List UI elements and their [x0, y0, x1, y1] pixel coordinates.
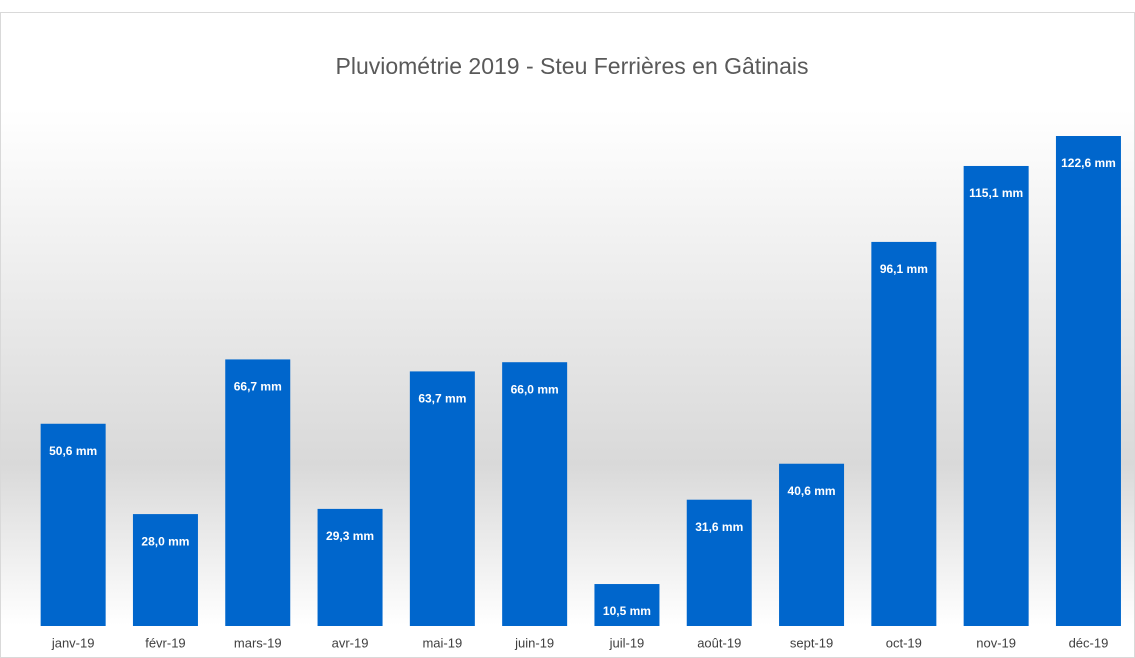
- bar: [686, 499, 752, 626]
- data-label: 40,6 mm: [788, 484, 836, 498]
- data-label: 63,7 mm: [418, 392, 466, 406]
- x-tick-label: mars-19: [234, 635, 282, 650]
- x-tick-label: avr-19: [332, 635, 369, 650]
- x-tick-label: nov-19: [976, 635, 1016, 650]
- bar: [871, 241, 937, 626]
- x-tick-label: sept-19: [790, 635, 833, 650]
- x-tick-label: mai-19: [422, 635, 462, 650]
- x-tick-label: août-19: [697, 635, 741, 650]
- data-label: 96,1 mm: [880, 262, 928, 276]
- data-label: 66,0 mm: [511, 382, 559, 396]
- data-label: 66,7 mm: [234, 380, 282, 394]
- bar: [594, 584, 660, 626]
- data-label: 122,6 mm: [1061, 156, 1116, 170]
- bar: [502, 362, 568, 626]
- x-tick-label: janv-19: [51, 635, 95, 650]
- bar: [317, 508, 383, 626]
- x-tick-label: juin-19: [514, 635, 554, 650]
- data-label: 10,5 mm: [603, 604, 651, 618]
- data-label: 31,6 mm: [695, 520, 743, 534]
- bar: [225, 359, 291, 626]
- chart-title: Pluviométrie 2019 - Steu Ferrières en Gâ…: [336, 53, 809, 79]
- bar: [779, 463, 845, 626]
- bar: [132, 514, 198, 626]
- data-label: 115,1 mm: [969, 186, 1023, 200]
- x-tick-label: déc-19: [1069, 635, 1109, 650]
- x-tick-label: févr-19: [145, 635, 185, 650]
- bar: [1055, 136, 1121, 626]
- x-tick-label: oct-19: [886, 635, 922, 650]
- data-label: 29,3 mm: [326, 529, 374, 543]
- x-tick-label: juil-19: [609, 635, 645, 650]
- data-label: 28,0 mm: [141, 534, 189, 548]
- bar: [40, 423, 106, 626]
- data-label: 50,6 mm: [49, 444, 97, 458]
- bar: [409, 371, 475, 626]
- bar: [963, 165, 1029, 626]
